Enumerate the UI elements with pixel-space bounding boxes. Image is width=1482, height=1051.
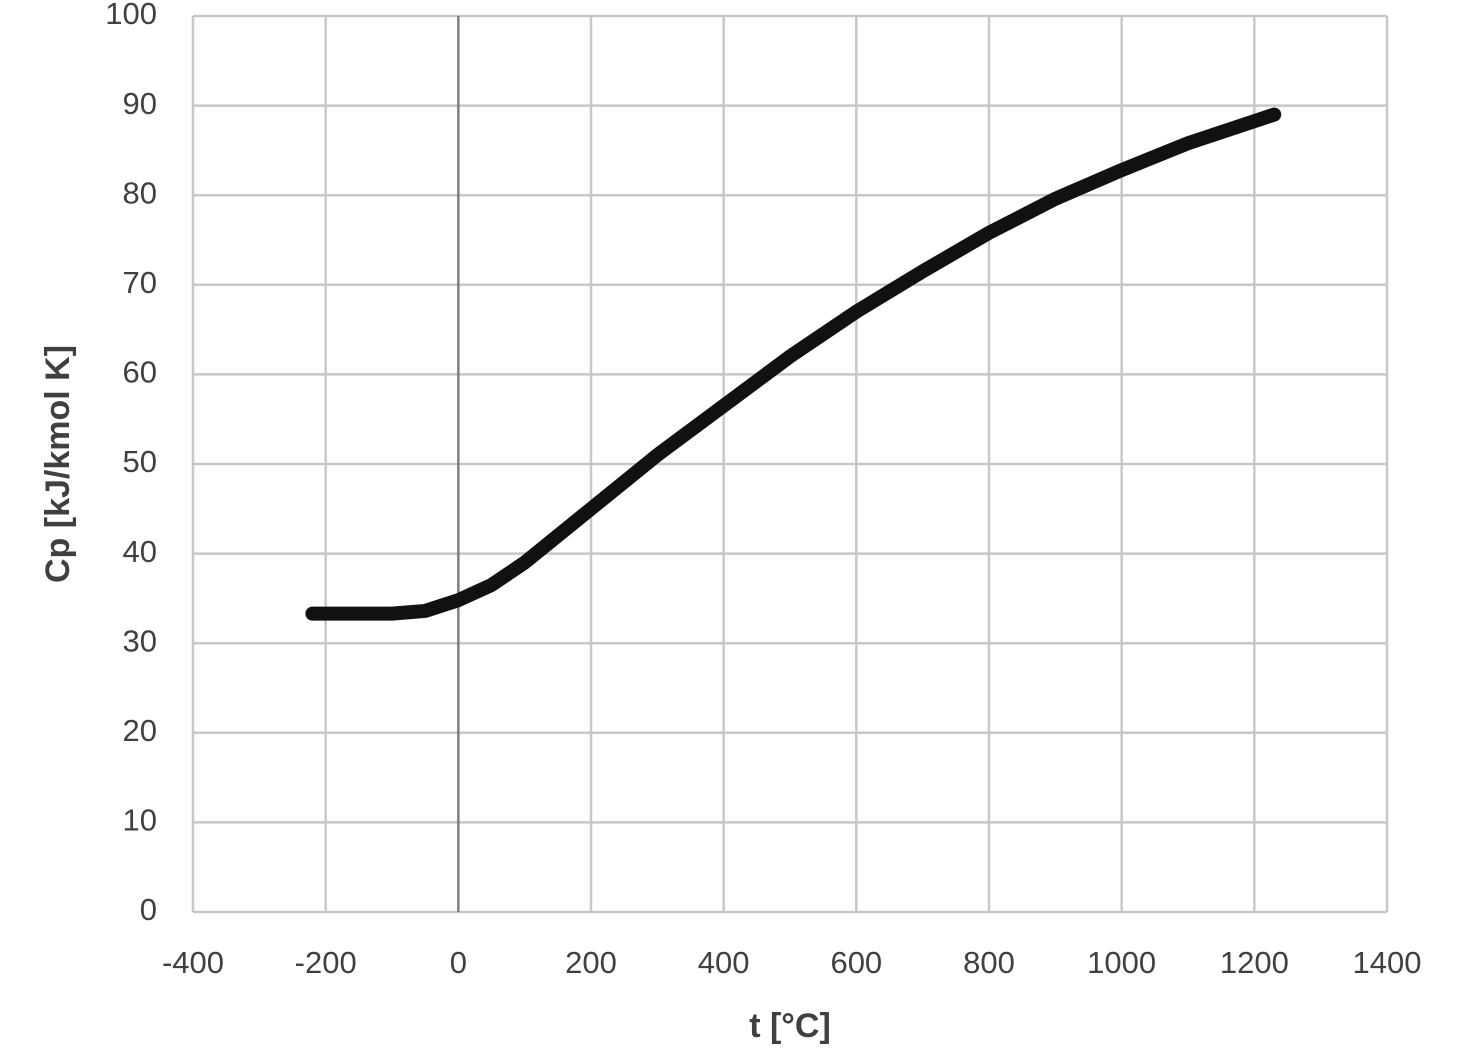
y-tick-label: 50 bbox=[123, 444, 157, 479]
x-tick-label: 200 bbox=[565, 945, 617, 980]
x-tick-label: 1000 bbox=[1087, 945, 1156, 980]
y-axis-title: Cp [kJ/kmol K] bbox=[39, 345, 77, 583]
y-tick-label: 0 bbox=[140, 892, 157, 927]
x-tick-label: 800 bbox=[963, 945, 1015, 980]
y-tick-label: 20 bbox=[123, 713, 157, 748]
x-tick-label: 0 bbox=[450, 945, 467, 980]
y-tick-label: 30 bbox=[123, 623, 157, 658]
x-tick-label: 1400 bbox=[1353, 945, 1422, 980]
y-tick-label: 100 bbox=[105, 0, 157, 31]
x-tick-label: 600 bbox=[830, 945, 882, 980]
y-tick-label: 60 bbox=[123, 355, 157, 390]
x-tick-label: 400 bbox=[698, 945, 750, 980]
y-tick-label: 80 bbox=[123, 175, 157, 210]
x-tick-label: -400 bbox=[162, 945, 224, 980]
y-tick-label: 10 bbox=[123, 803, 157, 838]
data-line bbox=[305, 107, 1282, 621]
x-axis-title: t [°C] bbox=[749, 1007, 831, 1045]
x-tick-label: 1200 bbox=[1220, 945, 1289, 980]
y-tick-label: 40 bbox=[123, 534, 157, 569]
y-tick-label: 90 bbox=[123, 86, 157, 121]
x-tick-label: -200 bbox=[295, 945, 357, 980]
y-tick-label: 70 bbox=[123, 265, 157, 300]
